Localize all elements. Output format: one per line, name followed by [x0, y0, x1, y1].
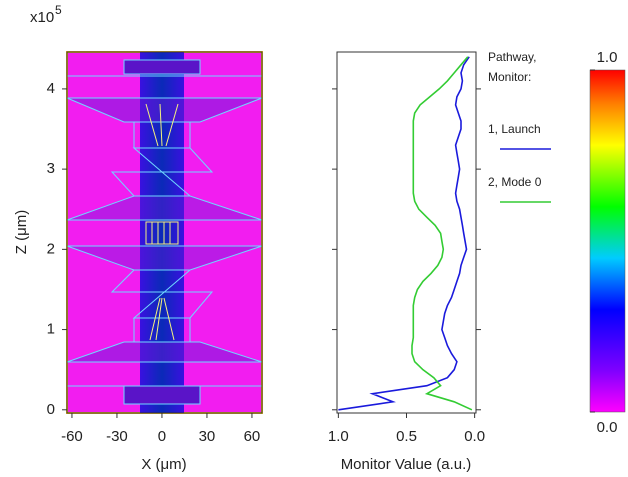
- y-tick-label: 2: [47, 240, 55, 257]
- scale-base: x10: [30, 9, 54, 26]
- series-line: [411, 56, 473, 411]
- y-axis-label: Z (μm): [13, 210, 30, 254]
- colorbar: [589, 69, 626, 413]
- y-tick-label: 1: [47, 321, 55, 338]
- legend-title: Monitor:: [488, 70, 531, 84]
- legend-label: 2, Mode 0: [488, 175, 542, 189]
- x-axis-label: X (μm): [141, 456, 186, 473]
- series-line: [338, 56, 470, 411]
- x-tick-label: -60: [61, 428, 83, 445]
- y-tick-label: 3: [47, 160, 55, 177]
- plot-marks: -60 -30 0 30 60 0 1 2 3 4 1.0 0.5 0.0 1, Launch 2, Mod…: [47, 49, 618, 445]
- x-axis-label: Monitor Value (a.u.): [341, 456, 472, 473]
- colorbar-label: 0.0: [597, 419, 618, 436]
- y-tick-label: 0: [47, 401, 55, 418]
- y-tick-label: 4: [47, 80, 55, 97]
- x-tick-label: 60: [244, 428, 261, 445]
- scale-exponent: 5: [55, 3, 62, 17]
- x-tick-label: 0.0: [464, 428, 485, 445]
- x-tick-label: 0.5: [396, 428, 417, 445]
- colorbar-label: 1.0: [597, 49, 618, 66]
- x-tick-label: 30: [199, 428, 216, 445]
- x-tick-label: 1.0: [328, 428, 349, 445]
- legend-title: Pathway,: [488, 50, 536, 64]
- field-image: [66, 51, 263, 414]
- x-tick-label: -30: [106, 428, 128, 445]
- x-tick-label: 0: [158, 428, 166, 445]
- plot-frame: [336, 51, 477, 414]
- legend-label: 1, Launch: [488, 122, 541, 136]
